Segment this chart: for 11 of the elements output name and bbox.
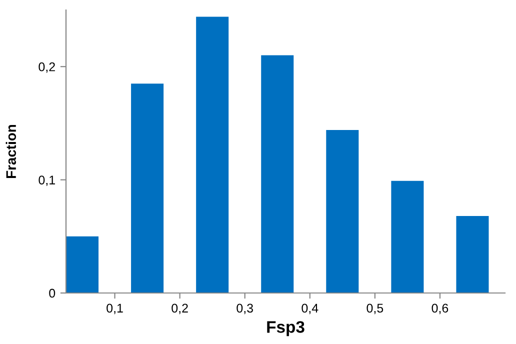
x-tick-label: 0,4: [302, 304, 318, 314]
x-tick-label: 0,6: [432, 304, 448, 314]
x-tick-label: 0,5: [366, 304, 384, 314]
x-tick-label: 0,1: [106, 304, 123, 314]
y-tick-label: 0,2: [38, 62, 55, 73]
y-tick-label: 0: [49, 288, 56, 298]
y-axis-title: Fraction: [6, 124, 16, 178]
y-tick-label: 0,1: [38, 176, 55, 186]
x-tick-label: 0,3: [236, 304, 253, 314]
x-axis-title: Fsp3: [267, 321, 304, 336]
x-tick-label: 0,2: [172, 304, 188, 314]
